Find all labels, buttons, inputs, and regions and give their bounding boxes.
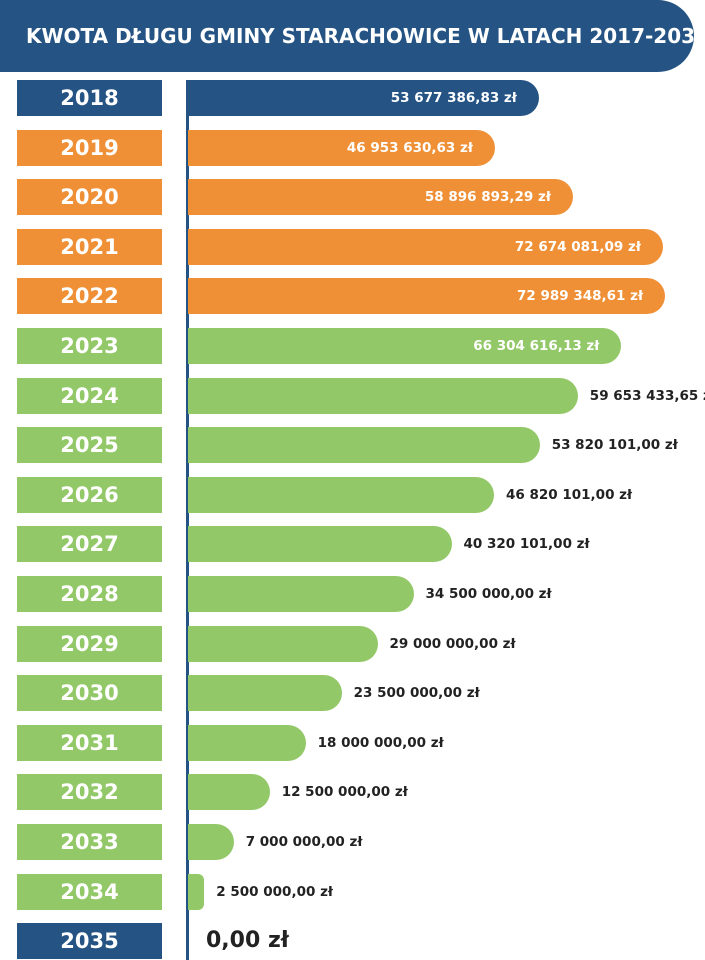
- bar: [188, 576, 414, 612]
- chart-title: KWOTA DŁUGU GMINY STARACHOWICE W LATACH …: [26, 24, 705, 48]
- bar-row: 2023 66 304 616,13 zł: [0, 328, 705, 364]
- bar: [188, 278, 665, 314]
- year-label: 2022: [17, 278, 162, 314]
- bar-row: 2021 72 674 081,09 zł: [0, 229, 705, 265]
- value-label: 0,00 zł: [206, 928, 289, 953]
- value-label: 46 820 101,00 zł: [506, 487, 633, 503]
- value-label: 72 674 081,09 zł: [514, 239, 641, 255]
- bar-row: 2025 53 820 101,00 zł: [0, 427, 705, 463]
- year-label: 2035: [17, 923, 162, 959]
- year-label: 2019: [17, 130, 162, 166]
- bar-row: 2024 59 653 433,65 zł: [0, 378, 705, 414]
- value-label: 23 500 000,00 zł: [353, 685, 480, 701]
- bar-row: 2034 2 500 000,00 zł: [0, 874, 705, 910]
- bar-row: 2033 7 000 000,00 zł: [0, 824, 705, 860]
- year-label: 2034: [17, 874, 162, 910]
- value-label: 29 000 000,00 zł: [389, 636, 516, 652]
- year-label: 2020: [17, 179, 162, 215]
- year-label: 2030: [17, 675, 162, 711]
- bar: [188, 526, 452, 562]
- year-label: 2031: [17, 725, 162, 761]
- bar-row: 2029 29 000 000,00 zł: [0, 626, 705, 662]
- bar-row: 2022 72 989 348,61 zł: [0, 278, 705, 314]
- value-label: 46 953 630,63 zł: [346, 140, 473, 156]
- bar: [188, 80, 539, 116]
- bar: [188, 774, 270, 810]
- bar-row: 2027 40 320 101,00 zł: [0, 526, 705, 562]
- value-label: 66 304 616,13 zł: [473, 338, 600, 354]
- value-label: 7 000 000,00 zł: [245, 834, 363, 850]
- bar-row: 2030 23 500 000,00 zł: [0, 675, 705, 711]
- year-label: 2026: [17, 477, 162, 513]
- year-label: 2018: [17, 80, 162, 116]
- bar-row: 2031 18 000 000,00 zł: [0, 725, 705, 761]
- bar: [188, 427, 540, 463]
- bar: [188, 130, 495, 166]
- value-label: 58 896 893,29 zł: [424, 189, 551, 205]
- bar-row: 2032 12 500 000,00 zł: [0, 774, 705, 810]
- bar: [188, 328, 622, 364]
- year-label: 2024: [17, 378, 162, 414]
- value-label: 53 677 386,83 zł: [390, 90, 517, 106]
- year-label: 2032: [17, 774, 162, 810]
- year-label: 2027: [17, 526, 162, 562]
- year-label: 2021: [17, 229, 162, 265]
- value-label: 72 989 348,61 zł: [516, 288, 643, 304]
- title-banner: KWOTA DŁUGU GMINY STARACHOWICE W LATACH …: [0, 0, 705, 72]
- year-label: 2028: [17, 576, 162, 612]
- bar: [188, 675, 342, 711]
- value-label: 18 000 000,00 zł: [317, 735, 444, 751]
- bar-row: 2019 46 953 630,63 zł: [0, 130, 705, 166]
- bar: [188, 477, 494, 513]
- bar: [188, 824, 234, 860]
- bar: [188, 874, 205, 910]
- value-label: 34 500 000,00 zł: [425, 586, 552, 602]
- bar-row: 2026 46 820 101,00 zł: [0, 477, 705, 513]
- year-label: 2029: [17, 626, 162, 662]
- value-label: 2 500 000,00 zł: [216, 884, 333, 900]
- bar: [188, 179, 573, 215]
- bar: [188, 626, 378, 662]
- value-label: 40 320 101,00 zł: [463, 536, 590, 552]
- year-label: 2033: [17, 824, 162, 860]
- value-label: 59 653 433,65 zł: [589, 388, 705, 404]
- bar: [188, 229, 663, 265]
- value-label: 12 500 000,00 zł: [281, 784, 408, 800]
- axis-line: [186, 80, 189, 960]
- bar-row: 2035 0,00 zł: [0, 923, 705, 959]
- bar-row: 2028 34 500 000,00 zł: [0, 576, 705, 612]
- bar-row: 2018 53 677 386,83 zł: [0, 80, 705, 116]
- bar-row: 2020 58 896 893,29 zł: [0, 179, 705, 215]
- bar: [188, 378, 578, 414]
- bar: [188, 725, 306, 761]
- year-label: 2023: [17, 328, 162, 364]
- year-label: 2025: [17, 427, 162, 463]
- value-label: 53 820 101,00 zł: [551, 437, 678, 453]
